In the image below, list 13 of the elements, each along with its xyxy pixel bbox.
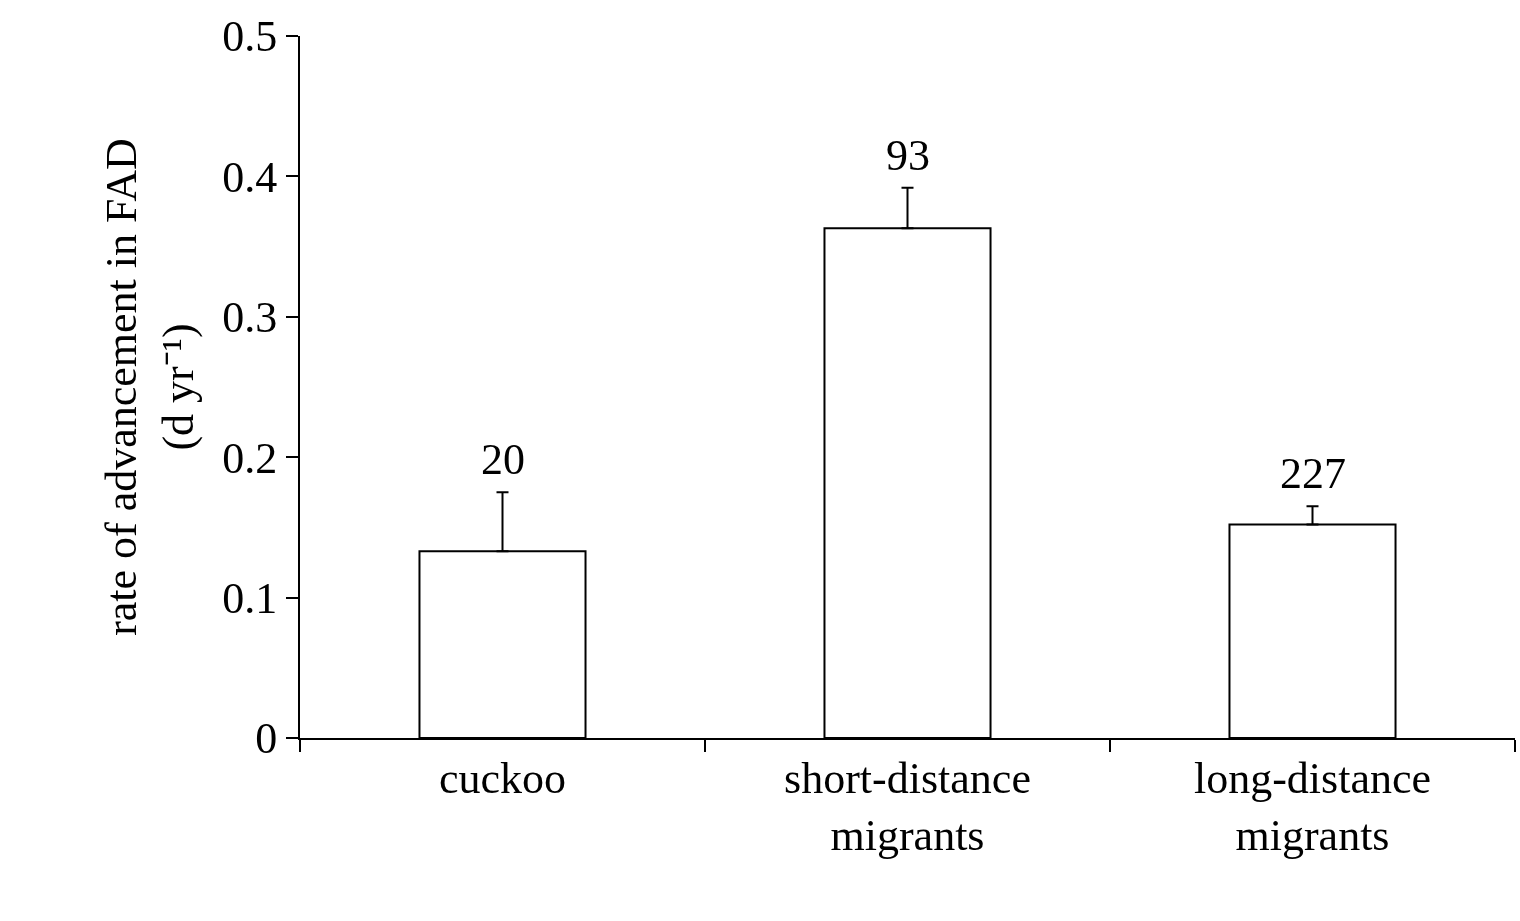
- x-tick-label: short-distance migrants: [784, 753, 1031, 860]
- y-tick-label: 0.1: [222, 574, 278, 623]
- x-tick-label: cuckoo: [438, 753, 567, 803]
- y-tick-label: 0.5: [222, 12, 278, 62]
- y-tick-label: 0.3: [222, 293, 278, 343]
- x-tick-label: long-distance migrants: [1193, 753, 1432, 860]
- y-tick-label: 0.4: [222, 152, 278, 202]
- annotation: 227: [1280, 449, 1346, 498]
- y-axis-title: rate of advancement in FAD (d yr⁻¹): [96, 138, 203, 636]
- y-tick-label: 0: [255, 714, 278, 764]
- annotation: 20: [481, 435, 525, 484]
- annotation: 93: [886, 131, 930, 180]
- y-tick-label: 0.2: [222, 433, 278, 483]
